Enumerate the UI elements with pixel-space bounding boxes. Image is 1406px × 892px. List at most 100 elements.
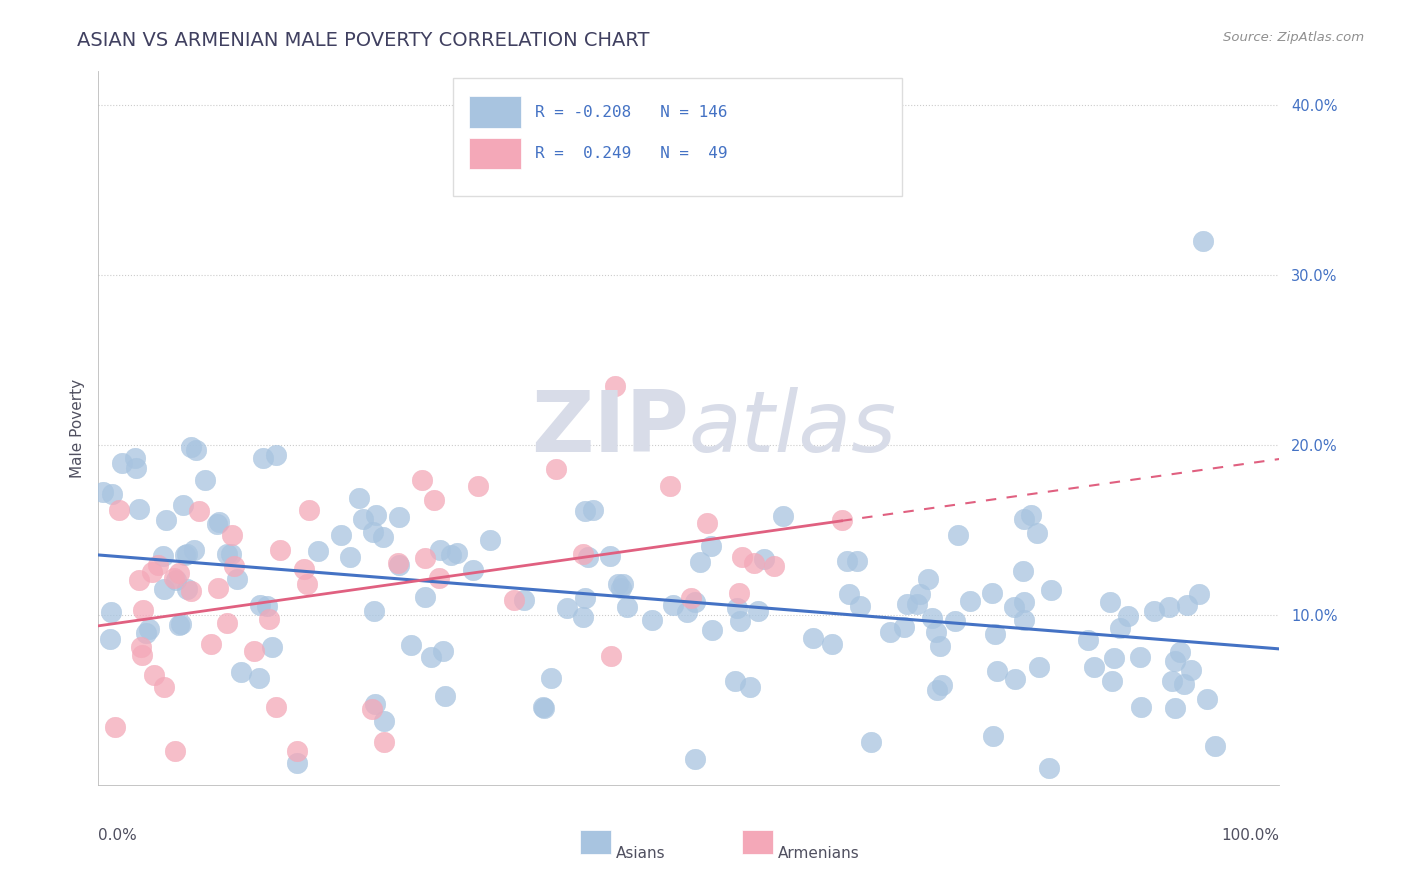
Point — [1012, 595, 1035, 609]
Point — [702, 624, 724, 638]
Point — [229, 665, 252, 680]
Point — [696, 516, 718, 531]
Point — [1204, 739, 1226, 753]
Point — [388, 510, 411, 524]
Point — [845, 554, 868, 568]
Point — [1164, 701, 1187, 715]
Point — [387, 556, 409, 570]
Point — [1012, 564, 1035, 578]
Point — [129, 640, 152, 654]
Point — [111, 456, 134, 470]
Point — [578, 549, 600, 564]
Point — [388, 558, 411, 572]
Point — [931, 678, 953, 692]
Point — [728, 614, 751, 628]
Text: ZIP: ZIP — [531, 386, 689, 470]
Point — [1161, 674, 1184, 689]
Point — [599, 549, 621, 564]
Point — [364, 697, 387, 711]
Point — [1019, 508, 1042, 522]
Point — [215, 547, 238, 561]
Text: Source: ZipAtlas.com: Source: ZipAtlas.com — [1223, 31, 1364, 45]
Point — [100, 605, 122, 619]
Point — [91, 484, 114, 499]
Point — [659, 478, 682, 492]
Text: R = -0.208   N = 146: R = -0.208 N = 146 — [536, 104, 728, 120]
Point — [207, 581, 229, 595]
Point — [221, 528, 243, 542]
Point — [423, 493, 446, 508]
Point — [921, 610, 943, 624]
Point — [683, 752, 706, 766]
Point — [260, 640, 283, 654]
Point — [1109, 621, 1132, 635]
Point — [600, 649, 623, 664]
Point — [419, 650, 441, 665]
Point — [295, 577, 318, 591]
Point — [225, 572, 247, 586]
Point — [772, 509, 794, 524]
Point — [131, 648, 153, 662]
Point — [831, 512, 853, 526]
Point — [98, 632, 121, 646]
Point — [610, 582, 633, 596]
Point — [1195, 691, 1218, 706]
Point — [249, 672, 271, 686]
Point — [1083, 660, 1105, 674]
Point — [837, 554, 859, 568]
Point — [905, 597, 928, 611]
Point — [194, 474, 217, 488]
Point — [728, 586, 751, 600]
Point — [896, 597, 918, 611]
Point — [104, 721, 127, 735]
Point — [821, 637, 844, 651]
Point — [641, 613, 664, 627]
Point — [662, 598, 685, 612]
Point — [399, 638, 422, 652]
Point — [153, 582, 176, 597]
Point — [849, 599, 872, 613]
Point — [1098, 595, 1121, 609]
Text: 100.0%: 100.0% — [1222, 828, 1279, 843]
Point — [801, 631, 824, 645]
Point — [574, 591, 596, 605]
Point — [679, 591, 702, 606]
Point — [205, 517, 228, 532]
Point — [1191, 234, 1213, 248]
Point — [163, 571, 186, 585]
Point — [125, 461, 148, 475]
Point — [860, 735, 883, 749]
Point — [165, 744, 187, 758]
Point — [1077, 632, 1099, 647]
Point — [141, 565, 163, 579]
Point — [478, 533, 501, 548]
Point — [184, 443, 207, 458]
Point — [285, 744, 308, 758]
Point — [287, 756, 309, 771]
Point — [1175, 598, 1198, 612]
Point — [174, 549, 197, 563]
Point — [612, 576, 634, 591]
Point — [440, 548, 463, 562]
Point — [146, 558, 169, 572]
Point — [329, 528, 352, 542]
Point — [124, 451, 146, 466]
Point — [415, 591, 437, 605]
Point — [540, 671, 562, 685]
Point — [264, 448, 287, 462]
Point — [1143, 604, 1166, 618]
Point — [467, 479, 489, 493]
Point — [531, 700, 554, 714]
Point — [366, 508, 388, 522]
Point — [1130, 699, 1153, 714]
Point — [152, 549, 174, 563]
Point — [215, 615, 238, 630]
Point — [925, 624, 948, 639]
Point — [1116, 609, 1139, 624]
Point — [200, 637, 222, 651]
Point — [257, 612, 280, 626]
Point — [183, 542, 205, 557]
Point — [1188, 587, 1211, 601]
Point — [1004, 599, 1026, 614]
Point — [1168, 645, 1191, 659]
